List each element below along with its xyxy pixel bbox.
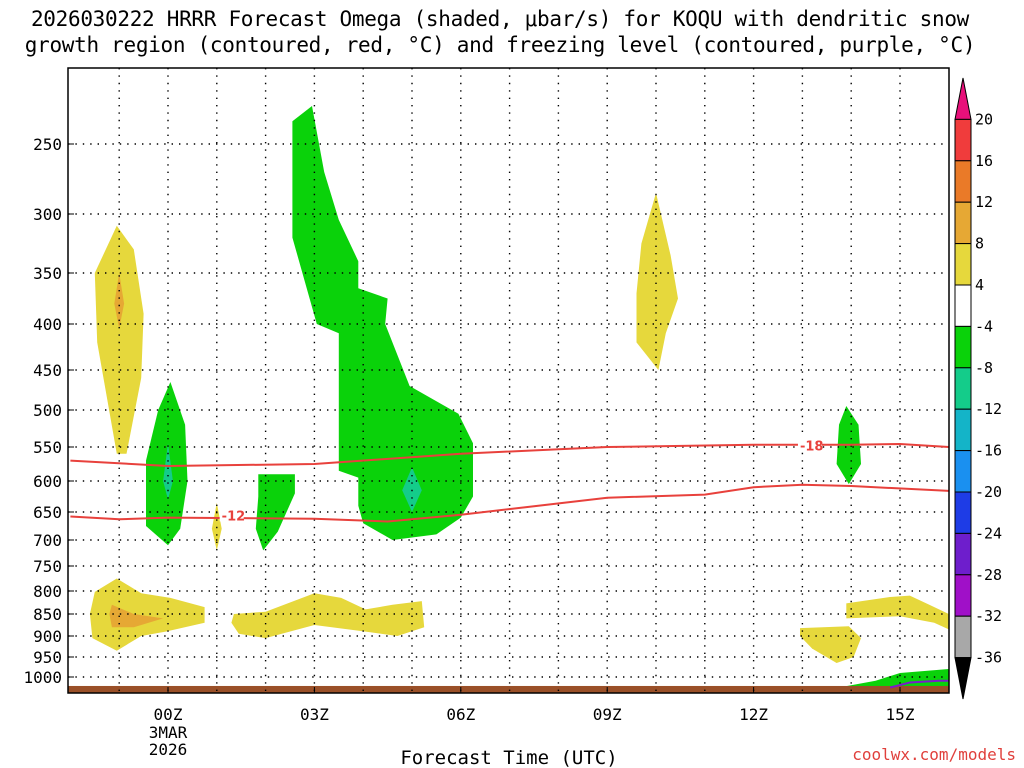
colorbar: 20 16 12 8 4 -4 -8 -12 -16 -20 -24 -28 -32 -36 — [954, 77, 1002, 700]
omega-pos-e-region — [636, 193, 678, 370]
dendritic-lower-boundary-contour — [70, 483, 949, 523]
omega-pos-a-region — [94, 225, 144, 454]
colorbar-bin-14 — [954, 657, 972, 700]
dendritic-upper-boundary-label-bg — [797, 437, 822, 452]
chart-title: 2026030222 HRRR Forecast Omega (shaded, … — [0, 6, 1000, 58]
colorbar-tick-label-12: 12 — [975, 193, 993, 211]
colorbar-bin-0 — [954, 77, 972, 120]
plot-grid — [68, 68, 949, 693]
y-tick-label-450: 450 — [33, 361, 62, 380]
omega-pos-small-region — [211, 502, 222, 551]
dendritic-upper-boundary-contour — [70, 442, 949, 468]
y-tick-label-500: 500 — [33, 401, 62, 420]
colorbar-bin-12 — [954, 574, 972, 617]
chart-title-line-2: growth region (contoured, red, °C) and f… — [24, 33, 976, 57]
omega-pos-g-core-region — [109, 604, 164, 628]
omega-neg-d-core-region — [402, 467, 422, 512]
colorbar-bin-8 — [954, 408, 972, 452]
colorbar-tick-label-4: 4 — [975, 276, 984, 294]
x-tick-label-00Z: 00Z — [154, 705, 183, 724]
y-tick-label-600: 600 — [33, 472, 62, 491]
x-tick-label-03Z: 03Z — [300, 705, 329, 724]
y-tick-label-850: 850 — [33, 605, 62, 624]
y-tick-label-1000: 1000 — [23, 668, 62, 687]
colorbar-tick-label--8: -8 — [975, 359, 993, 377]
colorbar-bin-7 — [954, 367, 972, 410]
colorbar-tick-label--4: -4 — [975, 317, 993, 335]
colorbar-bin-1 — [954, 118, 972, 162]
dendritic-lower-boundary-label: -12 — [222, 509, 246, 524]
freezing-level-contour — [889, 679, 949, 689]
colorbar-tick-label-8: 8 — [975, 235, 984, 253]
colorbar-tick-label--24: -24 — [975, 524, 1002, 542]
y-tick-label-900: 900 — [33, 627, 62, 646]
y-tick-label-250: 250 — [33, 135, 62, 154]
y-tick-label-700: 700 — [33, 531, 62, 550]
x-tick-sublabel-2026: 2026 — [149, 740, 188, 759]
x-tick-label-15Z: 15Z — [886, 705, 915, 724]
colorbar-tick-label-20: 20 — [975, 110, 993, 128]
colorbar-bin-11 — [954, 532, 972, 576]
omega-neg-b-core-region — [163, 443, 173, 500]
x-tick-label-06Z: 06Z — [446, 705, 475, 724]
x-tick-sublabel-3MAR: 3MAR — [149, 723, 188, 742]
colorbar-bin-2 — [954, 160, 972, 203]
omega-pos-g-region — [89, 578, 205, 651]
plot-frame — [67, 67, 950, 694]
colorbar-tick-label--12: -12 — [975, 400, 1002, 418]
y-tick-label-300: 300 — [33, 205, 62, 224]
y-tick-label-650: 650 — [33, 503, 62, 522]
omega-pos-h-region — [231, 593, 425, 639]
y-tick-label-550: 550 — [33, 438, 62, 457]
colorbar-bin-5 — [954, 284, 972, 327]
colorbar-bin-13 — [954, 615, 972, 659]
y-tick-label-350: 350 — [33, 264, 62, 283]
chart-title-line-1: 2026030222 HRRR Forecast Omega (shaded, … — [30, 7, 970, 31]
colorbar-bin-9 — [954, 450, 972, 493]
omega-pos-a-core-region — [114, 273, 125, 329]
colorbar-tick-label--28: -28 — [975, 566, 1002, 584]
y-tick-label-400: 400 — [33, 315, 62, 334]
colorbar-bin-6 — [954, 325, 972, 369]
colorbar-tick-label--32: -32 — [975, 607, 1002, 625]
colorbar-bin-3 — [954, 201, 972, 245]
y-tick-label-950: 950 — [33, 648, 62, 667]
y-axis: 250 300 350 400 450 500 550 600 650 700 750 800 850 9… — [23, 135, 74, 687]
colorbar-bin-4 — [954, 243, 972, 286]
credit-link[interactable]: coolwx.com/models — [852, 745, 1016, 764]
x-tick-label-09Z: 09Z — [593, 705, 622, 724]
omega-neg-d-region — [292, 106, 473, 540]
plot-area — [68, 106, 949, 693]
y-tick-label-750: 750 — [33, 557, 62, 576]
plot-contours: -18 -12 — [70, 437, 949, 689]
omega-neg-k-region — [846, 669, 949, 689]
colorbar-tick-label--36: -36 — [975, 649, 1002, 667]
y-tick-label-800: 800 — [33, 582, 62, 601]
colorbar-tick-label--20: -20 — [975, 483, 1002, 501]
dendritic-lower-boundary-label-bg — [219, 507, 244, 522]
x-axis-label: Forecast Time (UTC) — [400, 747, 617, 768]
colorbar-bin-10 — [954, 491, 972, 534]
omega-pos-j-region — [846, 595, 949, 630]
colorbar-tick-label--16: -16 — [975, 442, 1002, 460]
dendritic-upper-boundary-label: -18 — [800, 440, 824, 455]
colorbar-tick-label-16: 16 — [975, 152, 993, 170]
x-tick-label-12Z: 12Z — [739, 705, 768, 724]
ground-surface-strip — [68, 685, 949, 693]
